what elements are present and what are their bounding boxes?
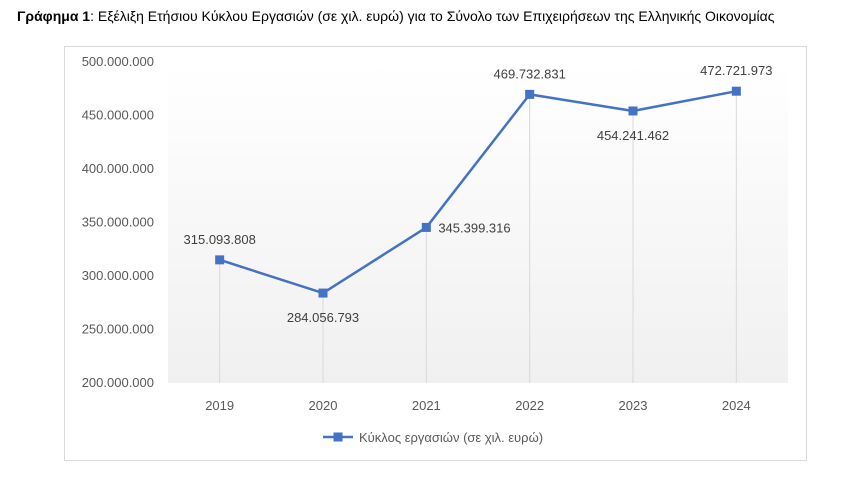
caption-text: : Εξέλιξη Ετήσιου Κύκλου Εργασιών (σε χι…	[90, 8, 775, 24]
data-point-marker	[215, 255, 225, 265]
y-tick-label: 350.000.000	[82, 215, 154, 230]
data-point-marker	[525, 89, 535, 99]
series-line	[219, 89, 737, 295]
legend-label: Κύκλος εργασιών (σε χιλ. ευρώ)	[359, 430, 543, 445]
y-tick-label: 250.000.000	[82, 322, 154, 337]
x-tick-label: 2024	[722, 398, 751, 413]
data-point-marker	[318, 288, 328, 298]
data-label: 454.241.462	[597, 128, 669, 143]
x-tick-label: 2020	[309, 398, 338, 413]
caption-label: Γράφημα 1	[17, 8, 91, 24]
data-point-marker	[628, 106, 638, 116]
plot-area	[168, 62, 788, 383]
y-tick-label: 400.000.000	[82, 161, 154, 176]
y-tick-label: 300.000.000	[82, 268, 154, 283]
x-tick-label: 2023	[619, 398, 648, 413]
data-point-marker	[421, 222, 431, 232]
legend-marker-swatch	[333, 432, 343, 442]
data-label: 345.399.316	[438, 220, 510, 235]
data-label: 472.721.973	[700, 63, 772, 78]
y-tick-label: 500.000.000	[82, 54, 154, 69]
chart-caption: Γράφημα 1: Εξέλιξη Ετήσιου Κύκλου Εργασι…	[17, 8, 774, 24]
data-point-marker	[731, 86, 741, 96]
data-label: 315.093.808	[184, 232, 256, 247]
x-tick-label: 2019	[205, 398, 234, 413]
x-tick-label: 2022	[515, 398, 544, 413]
data-label: 469.732.831	[494, 66, 566, 81]
data-label: 284.056.793	[287, 310, 359, 325]
y-tick-label: 200.000.000	[82, 375, 154, 390]
x-tick-label: 2021	[412, 398, 441, 413]
y-tick-label: 450.000.000	[82, 108, 154, 123]
